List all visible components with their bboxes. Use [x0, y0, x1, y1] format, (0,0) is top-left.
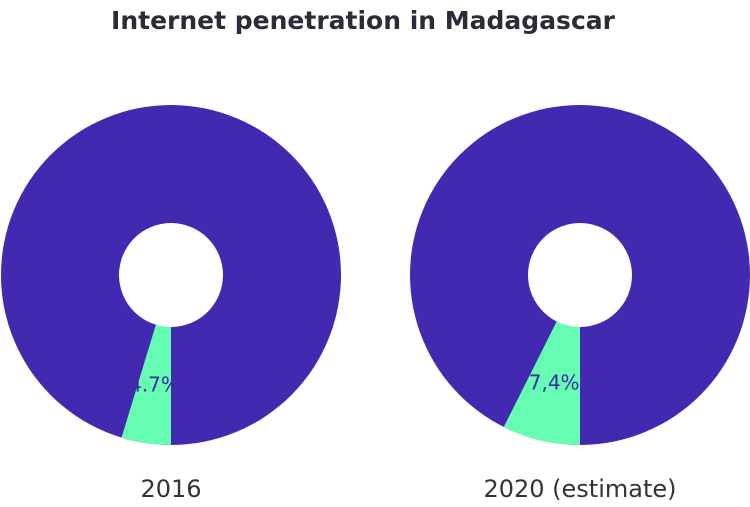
donut-hole [119, 223, 223, 327]
chart-title: Internet penetration in Madagascar [111, 6, 616, 35]
category-label: 2020 (estimate) [483, 475, 676, 503]
category-label: 2016 [140, 475, 201, 503]
donut-hole [528, 223, 632, 327]
value-label: 4.7% [129, 372, 180, 396]
value-label: 7,4% [529, 371, 580, 395]
